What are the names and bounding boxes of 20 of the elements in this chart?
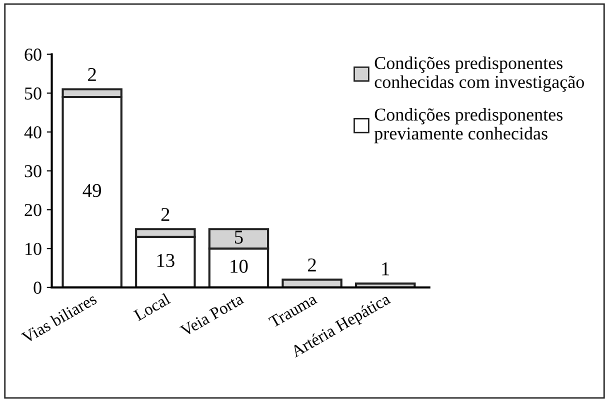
y-tick-label: 20	[24, 204, 42, 216]
legend-label: Condições predisponentes conhecidas com investigação	[374, 56, 584, 92]
legend-label: Condições predisponentes previamente conhecidas	[374, 108, 562, 144]
y-tick-label: 10	[26, 242, 42, 256]
data-label: 13	[157, 254, 174, 268]
data-label: 10	[230, 260, 248, 273]
data-label: 2	[308, 258, 316, 272]
data-label: 49	[82, 184, 102, 198]
y-tick-label: 40	[24, 126, 42, 138]
x-tick-label: Veia Porta	[179, 292, 244, 337]
data-label: 5	[234, 230, 243, 244]
data-label: 2	[161, 208, 170, 221]
y-tick-label: 0	[34, 282, 42, 294]
bar	[282, 278, 342, 288]
y-tick-label: 30	[24, 165, 42, 178]
data-label: 2	[88, 68, 96, 81]
y-tick-label: 50	[25, 87, 42, 100]
data-label: 1	[382, 262, 390, 276]
y-tick-label: 60	[24, 48, 42, 61]
x-tick-label: Local	[132, 292, 171, 322]
